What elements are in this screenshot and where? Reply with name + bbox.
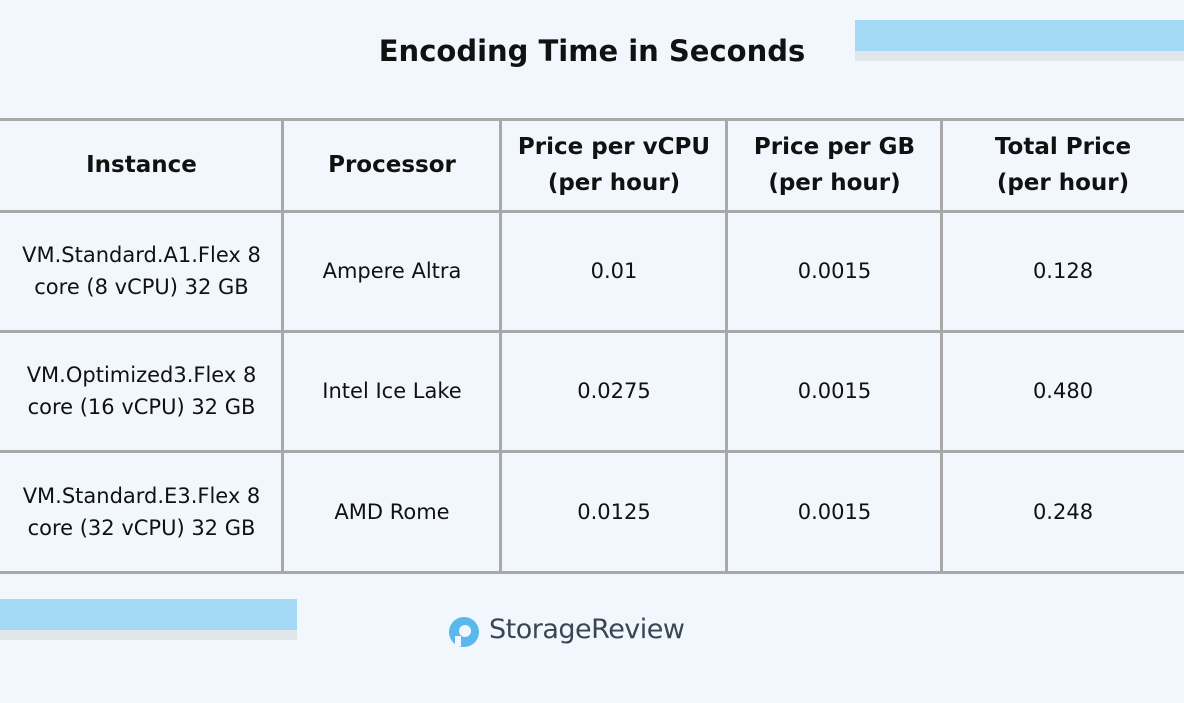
decor-bar: [855, 20, 1184, 51]
row-line: [0, 450, 1184, 453]
table-cell: 0.01: [590, 259, 638, 283]
title: Encoding Time in Seconds: [378, 34, 806, 68]
column-line: [940, 119, 943, 571]
header-cell: Instance: [86, 152, 197, 178]
logo-text: StorageReview: [489, 614, 685, 645]
decor-bar: [0, 599, 297, 630]
row-line: [0, 210, 1184, 213]
row-line: [0, 330, 1184, 333]
table-cell: Ampere Altra: [322, 259, 462, 283]
table-cell: 0.480: [1032, 379, 1094, 403]
table-cell: 0.0015: [797, 499, 872, 524]
header-cell: Price per GB (per hour): [753, 134, 916, 196]
table-cell: 0.128: [1032, 259, 1094, 283]
table-cell: VM.Optimized3.Flex 8 core (16 vCPU) 32 G…: [26, 363, 257, 419]
row-line: [0, 571, 1184, 574]
table-cell: 0.248: [1032, 499, 1094, 524]
column-line: [725, 119, 728, 571]
column-line: [281, 119, 284, 571]
table-cell: AMD Rome: [334, 499, 450, 524]
header-cell: Processor: [328, 152, 456, 178]
logo-icon: [449, 617, 479, 647]
table-cell: 0.0015: [797, 259, 872, 283]
header-cell: Price per vCPU (per hour): [517, 134, 711, 196]
decor-shadow: [0, 629, 297, 640]
table-cell: Intel Ice Lake: [322, 379, 462, 403]
table-cell: 0.0275: [577, 379, 651, 403]
table-cell: VM.Standard.A1.Flex 8 core (8 vCPU) 32 G…: [22, 243, 261, 299]
table-cell: 0.0125: [577, 499, 651, 524]
header-cell: Total Price (per hour): [994, 134, 1132, 196]
table-cell: 0.0015: [797, 379, 872, 403]
table-cell: VM.Standard.E3.Flex 8 core (32 vCPU) 32 …: [22, 483, 261, 540]
row-line: [0, 118, 1184, 121]
column-line: [499, 119, 502, 571]
decor-shadow: [855, 50, 1184, 61]
